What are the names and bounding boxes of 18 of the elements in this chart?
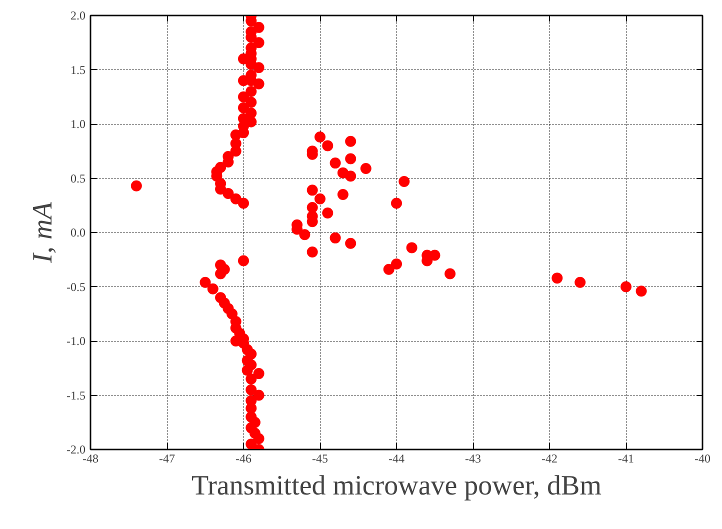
y-tick-label: 1.5 <box>70 62 86 77</box>
y-axis-title: I, mA <box>28 201 59 264</box>
x-tick-label: -42 <box>542 452 558 466</box>
y-tick-label: -1.5 <box>66 388 86 402</box>
x-tick-label: -40 <box>694 452 710 466</box>
x-axis-title: Transmitted microwave power, dBm <box>191 470 602 502</box>
x-tick-label: -46 <box>236 452 252 466</box>
y-tick-label: -1.0 <box>66 334 86 348</box>
y-tick-label: 1.0 <box>70 117 86 131</box>
y-tick-label: 2.0 <box>70 8 86 22</box>
x-tick-label: -45 <box>312 452 328 466</box>
x-tick-label: -41 <box>618 452 634 466</box>
y-tick-label: 0.5 <box>70 171 86 186</box>
y-tick-label: 0.0 <box>70 226 86 240</box>
y-tick-label: -0.5 <box>66 280 86 294</box>
x-tick-label: -44 <box>388 452 404 466</box>
x-tick-label: -47 <box>159 452 175 466</box>
x-tick-label: -43 <box>465 452 481 466</box>
